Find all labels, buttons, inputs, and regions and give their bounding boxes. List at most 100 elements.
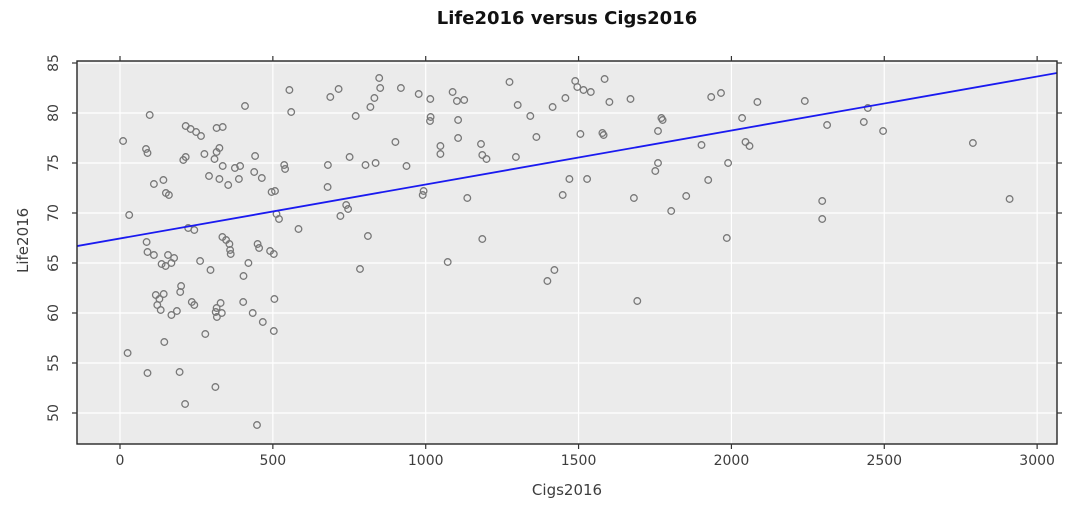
data-point [205,172,213,180]
data-point [172,307,181,315]
data-point [192,128,201,136]
y-tick-label: 60 [46,304,62,322]
data-point [478,151,487,159]
data-point [280,161,289,169]
data-point [697,141,706,149]
data-point [143,369,152,377]
data-point [285,86,294,94]
data-point [215,175,224,183]
data-point [443,258,452,266]
data-point [167,311,176,319]
data-point [344,205,353,213]
data-point [281,165,290,173]
data-point [753,98,762,106]
data-point [143,149,152,157]
data-point [244,259,253,267]
data-point [629,194,638,202]
data-point [218,162,227,170]
data-point [800,97,809,105]
data-point [573,83,582,91]
data-point [326,93,335,101]
data-point [211,383,220,391]
data-point [426,117,434,125]
data-point [181,153,190,161]
data-point [239,298,248,306]
data-point [258,318,267,326]
data-point [356,265,364,273]
data-point [294,225,303,233]
data-point [196,257,205,265]
y-tick-label: 65 [46,254,62,272]
data-point [370,94,379,102]
regression-line [77,72,1057,248]
data-point [707,93,716,101]
data-point [419,187,428,195]
data-point [1005,195,1014,203]
data-point [460,96,469,104]
x-tick-label: 3000 [1019,453,1055,469]
data-point [149,251,158,259]
data-point [257,174,266,182]
data-point [236,162,245,170]
data-point [436,142,445,150]
data-point [375,74,384,82]
data-point [579,86,588,94]
data-point [452,97,461,105]
data-point [667,207,676,215]
data-point [968,139,977,147]
data-point [269,250,278,258]
x-tick-label: 1500 [561,453,597,469]
data-point [212,148,221,156]
data-point [879,127,888,135]
data-point [605,98,614,106]
data-point [212,304,221,312]
data-point [145,111,154,119]
data-point [745,142,754,150]
data-point [511,153,520,161]
data-point [654,159,662,167]
data-point [125,211,134,219]
data-point [217,309,226,317]
data-point [376,84,385,92]
data-point [119,137,128,145]
data-point [175,368,184,376]
data-point [651,167,660,175]
y-tick-label: 85 [46,54,62,72]
data-point [218,123,227,131]
data-point [201,330,210,338]
data-point [599,131,608,139]
x-tick-label: 1000 [408,453,444,469]
data-point [157,260,166,268]
data-point [336,212,345,220]
data-point [558,191,567,199]
y-tick-label: 50 [46,404,62,422]
data-point [454,116,463,124]
data-point [741,138,750,146]
data-point [253,240,262,248]
data-point [251,152,260,160]
y-tick-label: 70 [46,204,62,222]
data-point [513,101,522,109]
data-point [190,301,199,309]
data-point [478,235,487,243]
data-point [156,306,165,314]
data-point [248,309,257,317]
data-point [658,116,667,124]
data-point [526,112,535,120]
data-point [363,232,372,240]
data-point [532,133,541,141]
data-point [463,194,472,202]
data-point [206,266,215,274]
data-point [234,175,243,183]
data-point [426,95,435,103]
data-point [323,161,332,169]
data-point [565,175,574,183]
data-point [863,104,872,112]
data-point [436,150,445,158]
data-point [226,250,235,258]
data-point [414,90,423,98]
data-point [253,421,261,429]
data-point [164,251,172,259]
